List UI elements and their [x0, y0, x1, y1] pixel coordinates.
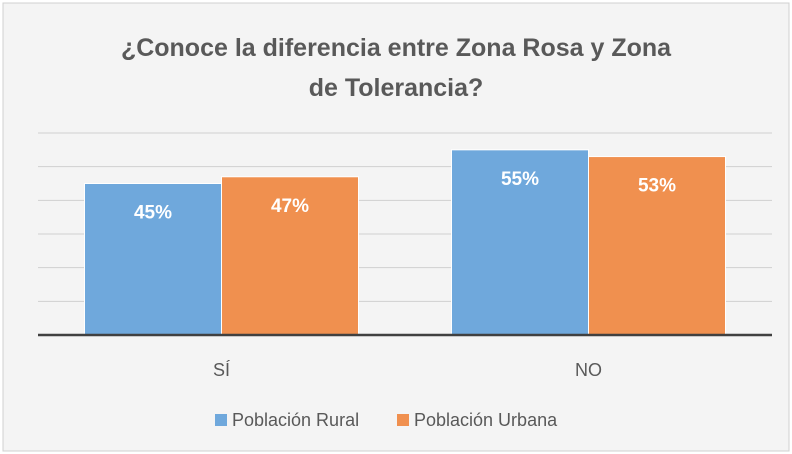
chart-title: ¿Conoce la diferencia entre Zona Rosa y …: [120, 34, 672, 102]
x-tick-label: SÍ: [213, 360, 230, 380]
value-label: 47%: [271, 196, 309, 217]
legend-swatch: [397, 414, 409, 426]
bar: [588, 156, 726, 336]
legend-label: Población Urbana: [414, 410, 558, 430]
x-tick-label: NO: [575, 360, 602, 380]
value-label: 55%: [501, 169, 539, 190]
bar: [451, 149, 589, 336]
legend-swatch: [215, 414, 227, 426]
bar: [84, 183, 222, 336]
value-label: 53%: [638, 176, 676, 197]
legend-label: Población Rural: [232, 410, 359, 430]
title-box: ¿Conoce la diferencia entre Zona Rosa y …: [0, 28, 792, 108]
bar: [221, 176, 359, 336]
value-label: 45%: [134, 203, 172, 224]
